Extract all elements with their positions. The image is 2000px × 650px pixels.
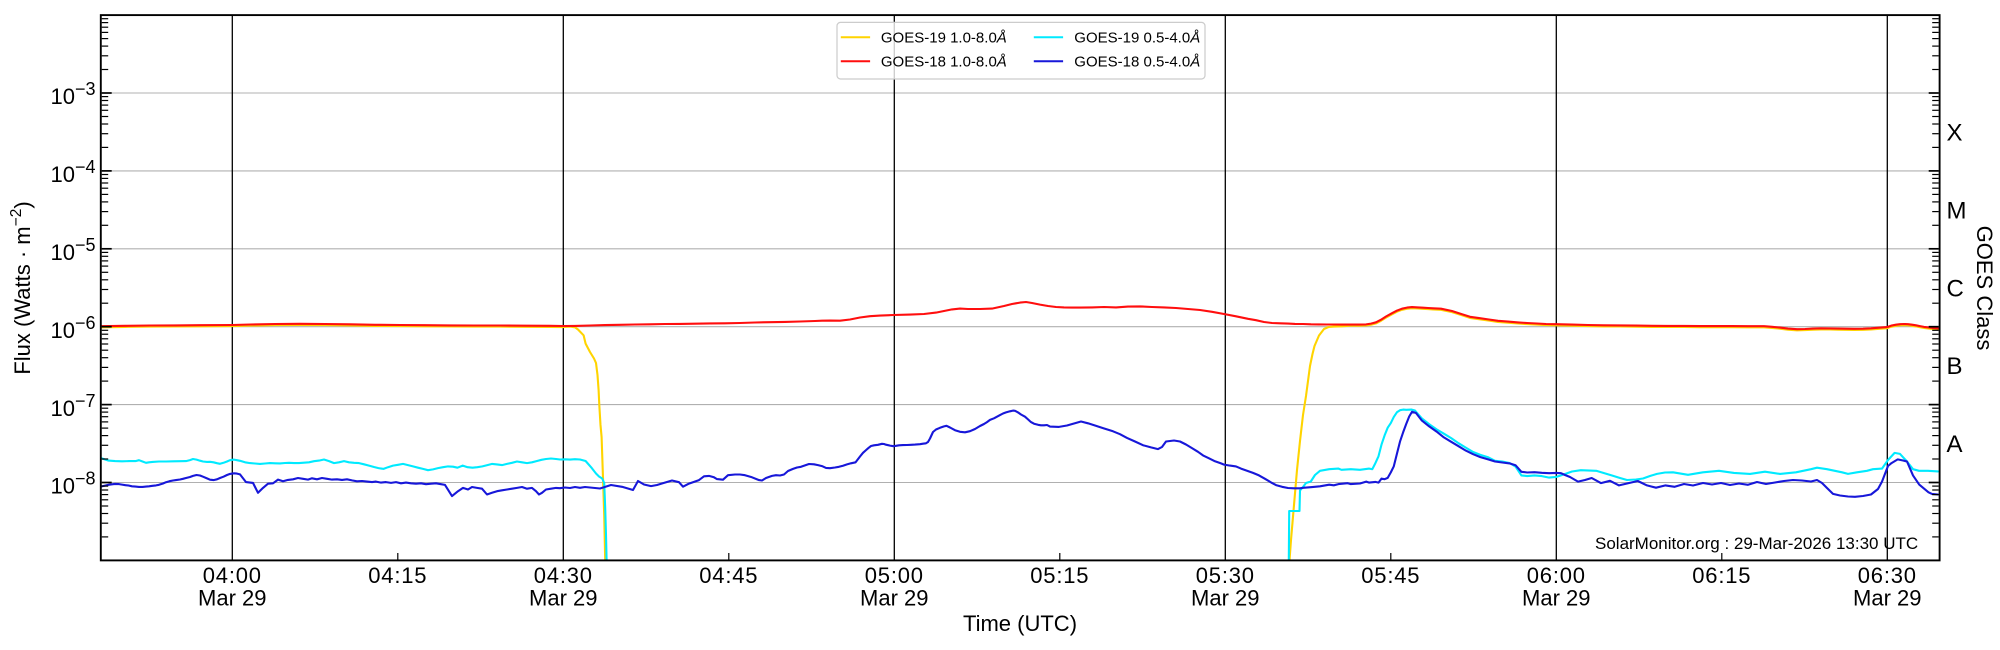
- svg-text:Mar 29: Mar 29: [1853, 586, 1921, 611]
- svg-text:Mar 29: Mar 29: [1191, 586, 1259, 611]
- svg-text:M: M: [1947, 197, 1967, 224]
- svg-text:05:30: 05:30: [1196, 563, 1255, 588]
- svg-text:C: C: [1947, 275, 1964, 302]
- svg-text:GOES-18 0.5-4.0Å: GOES-18 0.5-4.0Å: [1074, 54, 1200, 71]
- svg-text:06:00: 06:00: [1527, 563, 1586, 588]
- svg-text:05:45: 05:45: [1361, 563, 1420, 588]
- svg-text:GOES-18 1.0-8.0Å: GOES-18 1.0-8.0Å: [881, 54, 1007, 71]
- svg-text:06:15: 06:15: [1692, 563, 1751, 588]
- svg-text:B: B: [1947, 353, 1963, 380]
- svg-text:Flux (Watts · m−2): Flux (Watts · m−2): [8, 201, 35, 374]
- svg-text:Time (UTC): Time (UTC): [963, 611, 1077, 636]
- svg-text:GOES Class: GOES Class: [1972, 226, 1997, 351]
- svg-text:04:15: 04:15: [368, 563, 427, 588]
- svg-text:A: A: [1947, 431, 1963, 458]
- svg-text:X: X: [1947, 120, 1963, 147]
- svg-text:GOES-19 0.5-4.0Å: GOES-19 0.5-4.0Å: [1074, 30, 1200, 47]
- svg-text:SolarMonitor.org : 29-Mar-2026: SolarMonitor.org : 29-Mar-2026 13:30 UTC: [1595, 534, 1918, 553]
- svg-text:06:30: 06:30: [1858, 563, 1917, 588]
- svg-text:Mar 29: Mar 29: [529, 586, 597, 611]
- svg-text:Mar 29: Mar 29: [1522, 586, 1590, 611]
- svg-text:05:00: 05:00: [865, 563, 924, 588]
- svg-text:05:15: 05:15: [1030, 563, 1089, 588]
- svg-text:04:45: 04:45: [699, 563, 758, 588]
- svg-text:GOES-19 1.0-8.0Å: GOES-19 1.0-8.0Å: [881, 30, 1007, 47]
- svg-text:04:30: 04:30: [534, 563, 593, 588]
- svg-text:Mar 29: Mar 29: [198, 586, 266, 611]
- svg-text:Mar 29: Mar 29: [860, 586, 928, 611]
- svg-text:10−8: 10−8: [50, 469, 95, 499]
- svg-text:04:00: 04:00: [203, 563, 262, 588]
